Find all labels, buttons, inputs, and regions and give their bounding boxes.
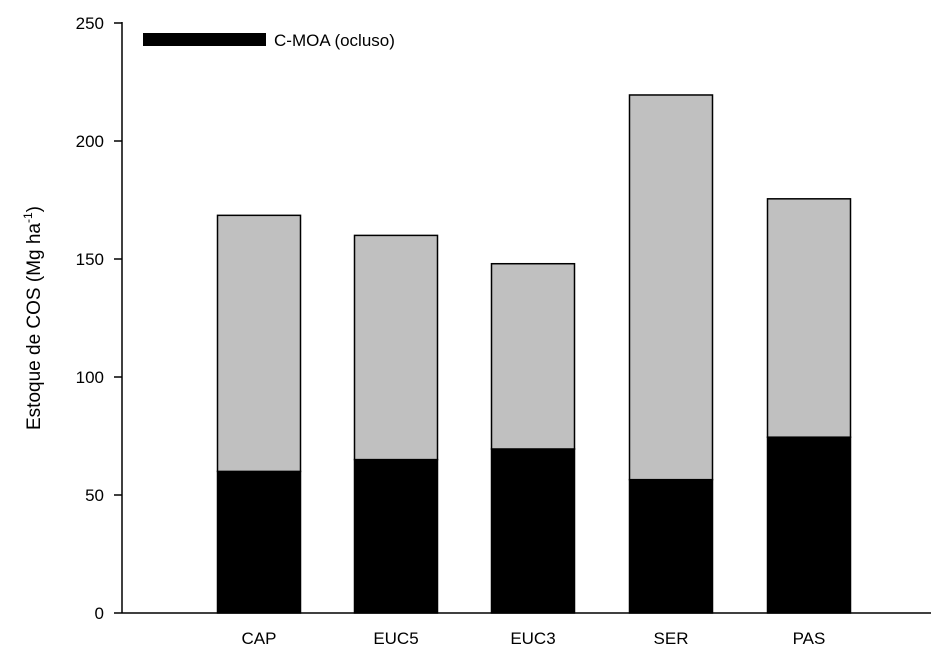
x-tick-label-euc3: EUC3	[510, 629, 555, 648]
x-tick-label-ser: SER	[654, 629, 689, 648]
bars-group	[216, 94, 852, 614]
bar-ser-segment-1	[628, 478, 714, 614]
y-ticks-group: 0 50 100 150 200 250	[76, 14, 122, 623]
bar-euc5-segment-2	[353, 234, 439, 461]
y-axis-title-main: Estoque de COS (Mg ha	[24, 223, 45, 430]
bar-euc3-segment-1	[490, 448, 576, 614]
y-tick-label: 150	[76, 250, 104, 269]
y-tick-label: 250	[76, 14, 104, 33]
x-labels-group: CAP EUC5 EUC3 SER PAS	[242, 629, 826, 648]
bar-euc5-segment-1	[353, 458, 439, 614]
y-tick-label: 50	[85, 486, 104, 505]
x-tick-label-pas: PAS	[793, 629, 826, 648]
y-axis-title-superscript: -1	[21, 212, 35, 223]
x-tick-label-euc5: EUC5	[373, 629, 418, 648]
y-axis-title: Estoque de COS (Mg ha-1)	[21, 206, 45, 430]
bar-pas-segment-2	[766, 198, 852, 438]
bar-pas-segment-1	[766, 436, 852, 614]
bar-ser-segment-2	[628, 94, 714, 481]
bar-cap-segment-1	[216, 470, 302, 614]
legend-swatch	[143, 33, 266, 46]
bar-euc3-segment-2	[490, 262, 576, 450]
y-tick-label: 100	[76, 368, 104, 387]
x-tick-label-cap: CAP	[242, 629, 277, 648]
y-tick-label: 200	[76, 132, 104, 151]
legend-label: C-MOA (ocluso)	[274, 31, 395, 50]
bar-cap-segment-2	[216, 214, 302, 473]
y-tick-label: 0	[95, 604, 104, 623]
y-axis-title-close: )	[24, 206, 45, 212]
